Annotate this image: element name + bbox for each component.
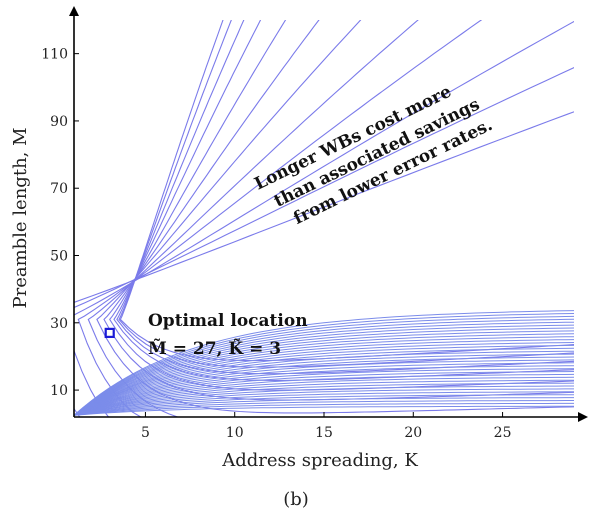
x-tick-label: 25: [494, 425, 512, 441]
y-tick-label: 30: [50, 316, 68, 332]
dense-contour-line: [74, 318, 574, 416]
contour-line: [119, 20, 574, 362]
dense-contour-line: [74, 327, 574, 416]
y-ticks: 10 30 50 70 90 110: [41, 47, 79, 399]
contour-line: [118, 20, 574, 368]
dense-contour-line: [74, 373, 574, 416]
dense-contour-line: [74, 368, 574, 416]
dense-contour-line: [74, 397, 574, 416]
x-axis-title: Address spreading, K: [221, 450, 418, 471]
dense-contour-line: [74, 312, 574, 416]
dense-contour-line: [74, 359, 574, 416]
dense-contour-line: [74, 315, 574, 416]
contour-line: [74, 111, 574, 417]
dense-contour-line: [74, 353, 574, 416]
dense-contour-line: [74, 391, 574, 416]
dense-contour-line: [74, 379, 574, 416]
optimal-annotation-line2: M̃ = 27, K̃ = 3: [148, 339, 281, 359]
dense-contour-line: [74, 339, 574, 416]
y-axis-title: Preamble length, M: [10, 127, 31, 308]
dense-contour-line: [74, 356, 574, 416]
dense-contour-line: [74, 402, 574, 416]
dense-contour-line: [74, 400, 574, 416]
contour-line: [74, 67, 574, 417]
x-tick-label: 20: [404, 425, 422, 441]
x-axis-arrow: [578, 412, 588, 422]
x-tick-label: 5: [141, 425, 150, 441]
y-tick-label: 110: [41, 47, 68, 63]
optimal-annotation-line1: Optimal location: [148, 311, 308, 331]
x-tick-label: 15: [315, 425, 333, 441]
dense-contour-line: [74, 362, 574, 416]
x-ticks: 5 10 15 20 25: [141, 412, 512, 441]
dense-contour-line: [74, 310, 574, 416]
dense-contour-line: [74, 405, 574, 416]
dense-contour-line: [74, 388, 574, 416]
contour-line: [103, 20, 574, 401]
dense-contour-line: [74, 341, 574, 416]
y-axis-arrow: [69, 6, 79, 16]
y-tick-label: 10: [50, 383, 68, 399]
dense-contour-line: [74, 385, 574, 416]
dense-contour-line: [74, 336, 574, 416]
y-tick-label: 90: [50, 114, 68, 130]
contour-line: [74, 20, 574, 417]
dense-contour-line: [74, 321, 574, 416]
x-tick-label: 10: [226, 425, 244, 441]
dense-contour-line: [74, 344, 574, 416]
y-tick-label: 50: [50, 249, 68, 265]
dense-contour-line: [74, 350, 574, 416]
contour-line: [109, 20, 574, 391]
dense-contour-line: [74, 382, 574, 416]
dense-contour-line: [74, 376, 574, 416]
dense-contour-line: [74, 370, 574, 416]
dense-contour-line: [74, 324, 574, 416]
optimal-location-marker: [104, 327, 115, 338]
dense-contour-line: [74, 394, 574, 416]
dense-contour-line: [74, 330, 574, 416]
caption: (b): [283, 489, 309, 510]
y-tick-label: 70: [50, 181, 68, 197]
dense-contour-band: [74, 310, 574, 416]
dense-contour-line: [74, 365, 574, 416]
dense-contour-line: [74, 333, 574, 416]
dense-contour-line: [74, 347, 574, 416]
contour-line: [113, 20, 574, 381]
